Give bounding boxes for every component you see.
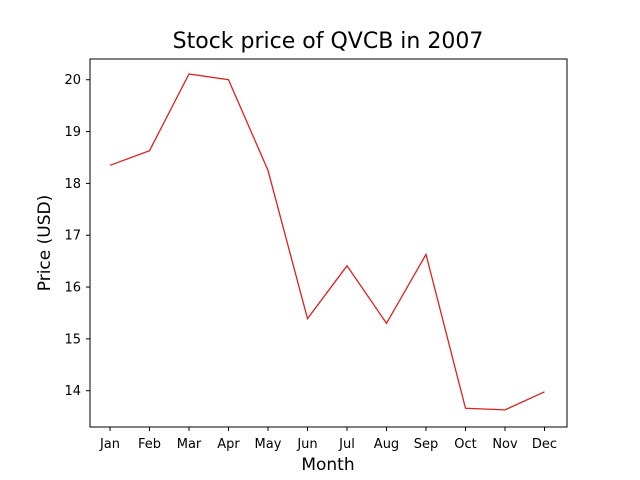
x-tick-label: Mar — [177, 437, 202, 452]
x-tick-label: Jul — [338, 437, 355, 452]
chart-title: Stock price of QVCB in 2007 — [173, 29, 484, 54]
x-tick-label: Jun — [296, 437, 317, 452]
y-tick-label: 19 — [64, 125, 81, 140]
x-tick-label: Apr — [217, 437, 240, 452]
y-tick-label: 14 — [64, 384, 81, 399]
series-layer — [109, 73, 545, 411]
x-tick-label: Nov — [492, 437, 518, 452]
x-tick-label: Dec — [532, 437, 557, 452]
plot-frame — [89, 58, 568, 428]
series-line — [109, 73, 545, 411]
y-tick-label: 20 — [64, 73, 81, 88]
plot-area: 14 15 16 17 18 19 20 Jan Feb Mar Apr May Jun Jul Aug S… — [64, 58, 568, 452]
x-tick-label: Jan — [99, 437, 120, 452]
y-tick-label: 16 — [64, 281, 81, 296]
y-tick-label: 17 — [64, 229, 81, 244]
x-tick-label: Feb — [138, 437, 161, 452]
x-tick-label: May — [255, 437, 282, 452]
y-axis: 14 15 16 17 18 19 20 — [64, 73, 90, 399]
y-tick-label: 18 — [64, 177, 81, 192]
y-axis-label: Price (USD) — [35, 195, 55, 291]
y-tick-label: 15 — [64, 332, 81, 347]
x-tick-label: Sep — [414, 437, 439, 452]
x-tick-label: Aug — [374, 437, 399, 452]
x-axis-label: Month — [301, 455, 354, 475]
x-tick-label: Oct — [454, 437, 476, 452]
x-axis: Jan Feb Mar Apr May Jun Jul Aug Sep Oct Nov Dec — [99, 427, 557, 452]
